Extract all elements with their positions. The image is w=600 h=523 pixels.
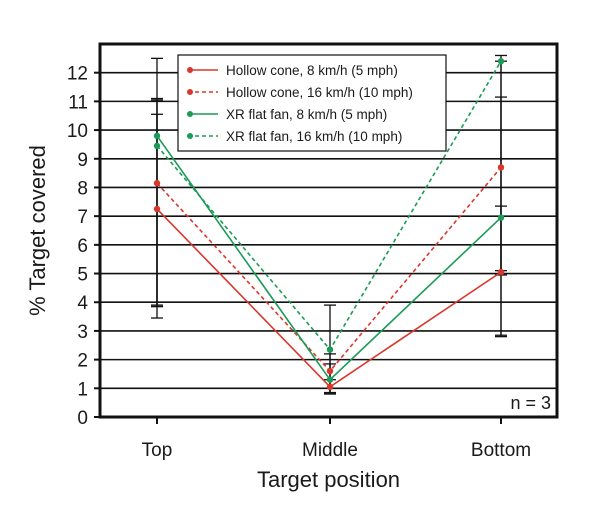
series-line-2 <box>156 135 502 381</box>
x-tick-label: Top <box>142 440 173 461</box>
y-axis-title: % Target covered <box>25 145 50 316</box>
y-tick-label: 0 <box>77 408 88 429</box>
x-axis-title: Target position <box>257 467 400 492</box>
data-point <box>153 132 161 140</box>
plot-frame <box>98 42 559 419</box>
y-tick-label: 2 <box>77 351 88 372</box>
series-points <box>153 58 505 391</box>
x-tick-label: Middle <box>302 440 358 461</box>
y-tick-label: 8 <box>77 178 88 199</box>
data-point <box>153 142 161 150</box>
legend: Hollow cone, 8 km/h (5 mph) Hollow cone, … <box>177 54 447 152</box>
legend-swatch-marker <box>187 111 193 117</box>
data-point <box>153 205 161 213</box>
data-point <box>497 214 505 221</box>
y-tick-label: 4 <box>77 293 88 314</box>
series-line-1 <box>156 166 502 373</box>
data-point <box>153 179 161 187</box>
data-point <box>497 58 505 65</box>
y-tick-label: 1 <box>77 379 88 400</box>
y-tick-label: 3 <box>77 322 88 343</box>
data-point <box>497 164 505 171</box>
data-point <box>497 268 505 276</box>
data-point <box>326 367 334 375</box>
y-tick-label: 12 <box>67 64 88 85</box>
legend-swatch-marker <box>187 89 193 95</box>
legend-swatch-marker <box>187 67 193 73</box>
data-point <box>326 383 334 391</box>
legend-swatch-marker <box>187 133 193 139</box>
y-tick-label: 6 <box>77 236 88 257</box>
y-tick-label: 10 <box>67 121 88 142</box>
data-point <box>326 376 334 383</box>
y-tick-label: 9 <box>77 150 88 171</box>
y-tick-label: 5 <box>77 265 88 286</box>
legend-entry-label: Hollow cone, 16 km/h (10 mph) <box>226 85 413 100</box>
y-tick-label: 11 <box>68 92 88 113</box>
sample-size-annotation: n = 3 <box>510 393 551 413</box>
data-point <box>326 346 334 353</box>
legend-entry-label: XR flat fan, 8 km/h (5 mph) <box>226 107 387 122</box>
legend-entry-label: Hollow cone, 8 km/h (5 mph) <box>226 63 398 78</box>
x-tick-label: Bottom <box>471 440 531 461</box>
legend-entry-label: XR flat fan, 16 km/h (10 mph) <box>226 129 402 144</box>
x-axis-ticks: Top Middle Bottom <box>142 417 531 461</box>
y-tick-label: 7 <box>77 207 88 228</box>
legend-box <box>177 54 447 152</box>
